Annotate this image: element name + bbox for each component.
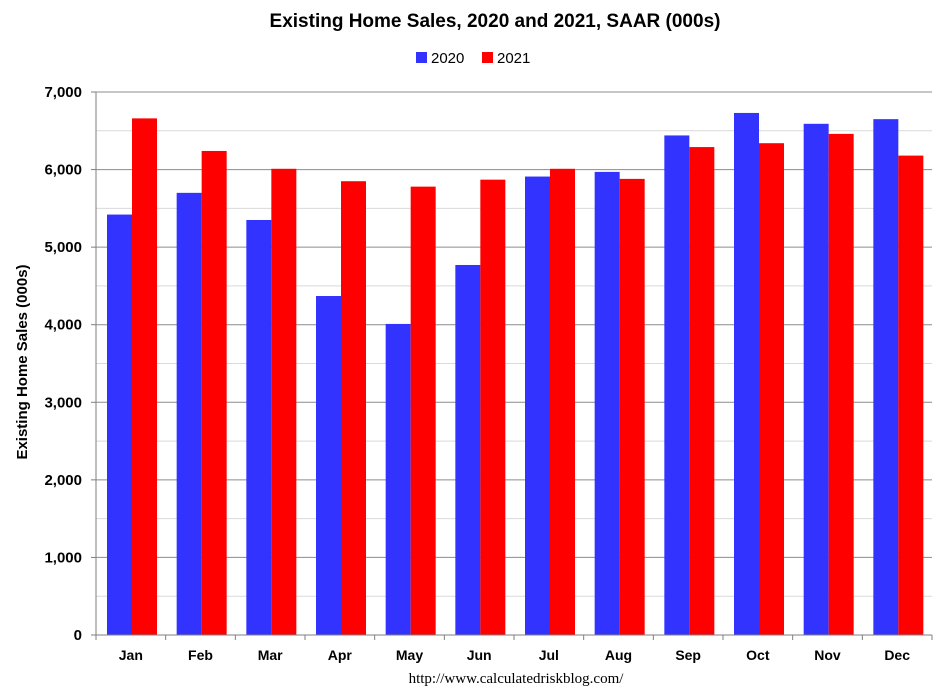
source-url: http://www.calculatedriskblog.com/ <box>409 671 625 687</box>
x-tick-label: Dec <box>884 647 910 663</box>
x-tick-label: Apr <box>328 647 353 663</box>
x-tick-label: Aug <box>605 647 632 663</box>
gridlines <box>96 91 932 597</box>
bar-2020-apr <box>316 296 341 635</box>
legend-swatch-2020 <box>416 52 427 63</box>
bar-2021-jul <box>550 168 575 635</box>
y-tick-label: 3,000 <box>44 394 82 411</box>
legend-label-2021: 2021 <box>497 50 530 67</box>
bar-2020-aug <box>594 171 620 636</box>
x-tick-label: May <box>396 647 423 663</box>
y-tick-label: 2,000 <box>44 472 82 489</box>
bar-2021-mar <box>271 168 297 635</box>
x-tick-label: Jul <box>539 647 559 663</box>
bars <box>107 112 924 636</box>
x-tick-label: Jan <box>119 647 143 663</box>
bar-2020-sep <box>664 135 690 635</box>
bar-2021-jan <box>132 118 157 636</box>
legend-label-2020: 2020 <box>431 50 464 67</box>
bar-2021-feb <box>201 150 227 635</box>
y-tick-label: 1,000 <box>44 549 82 566</box>
bar-2020-oct <box>734 112 759 636</box>
bar-2021-may <box>410 186 436 635</box>
bar-2020-jun <box>455 264 481 635</box>
y-axis-label: Existing Home Sales (000s) <box>14 264 31 459</box>
bar-2021-aug <box>619 178 645 635</box>
bar-2020-mar <box>246 219 272 635</box>
y-tick-label: 5,000 <box>44 239 82 256</box>
bar-2021-dec <box>898 155 924 635</box>
bar-2021-oct <box>759 143 784 635</box>
bar-2021-sep <box>689 147 715 635</box>
bar-2020-may <box>385 323 411 635</box>
x-tick-label: Oct <box>746 647 770 663</box>
bar-2020-jan <box>107 214 132 635</box>
y-tick-label: 0 <box>74 627 82 644</box>
legend: 2020 2021 <box>416 50 530 67</box>
bar-2020-jul <box>525 176 550 635</box>
x-tick-label: Nov <box>814 647 841 663</box>
legend-swatch-2021 <box>482 52 493 63</box>
x-tick-label: Feb <box>188 647 213 663</box>
bar-2021-nov <box>828 133 854 636</box>
x-tick-label: Mar <box>258 647 283 663</box>
bar-2021-jun <box>480 179 506 636</box>
x-tick-labels: Jan Feb Mar Apr May Jun Jul Aug Sep Oct Nov Dec <box>119 647 910 663</box>
x-tick-label: Jun <box>467 647 492 663</box>
y-tick-label: 6,000 <box>44 162 82 179</box>
y-tick-label: 4,000 <box>44 317 82 334</box>
bar-2021-apr <box>341 181 366 635</box>
bar-2020-feb <box>176 192 202 636</box>
x-tick-label: Sep <box>675 647 701 663</box>
bar-2020-nov <box>803 123 829 635</box>
bar-2020-dec <box>873 119 899 635</box>
chart-title: Existing Home Sales, 2020 and 2021, SAAR… <box>270 11 721 32</box>
y-tick-label: 7,000 <box>44 84 82 101</box>
axes <box>91 91 933 640</box>
y-tick-labels: 0 1,000 2,000 3,000 4,000 5,000 6,000 7,000 <box>44 84 82 644</box>
